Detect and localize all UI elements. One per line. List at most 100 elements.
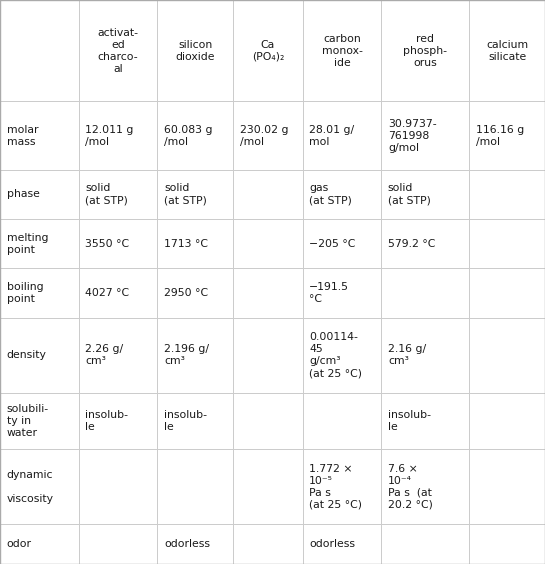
Text: 60.083 g
/mol: 60.083 g /mol	[164, 125, 213, 147]
Text: 1713 °C: 1713 °C	[164, 239, 208, 249]
Text: gas
(at STP): gas (at STP)	[309, 183, 352, 205]
Bar	[158, 393, 233, 449]
Text: 2.16 g/
cm³: 2.16 g/ cm³	[388, 344, 426, 366]
Text: dynamic

viscosity: dynamic viscosity	[7, 470, 53, 504]
Bar	[302, 393, 382, 449]
Bar	[78, 318, 158, 393]
Text: odor: odor	[7, 539, 32, 549]
Bar	[78, 102, 158, 170]
Text: 579.2 °C: 579.2 °C	[388, 239, 435, 249]
Bar	[158, 449, 233, 525]
Bar	[158, 170, 233, 219]
Bar	[233, 449, 302, 525]
Text: phase: phase	[7, 190, 39, 200]
Text: 0.00114-
45
g/cm³
(at 25 °C): 0.00114- 45 g/cm³ (at 25 °C)	[309, 332, 362, 378]
Bar	[302, 449, 382, 525]
Bar	[0, 268, 78, 318]
Bar	[382, 449, 469, 525]
Bar	[233, 102, 302, 170]
Text: 28.01 g/
mol: 28.01 g/ mol	[309, 125, 354, 147]
Bar	[382, 219, 469, 268]
Bar	[0, 393, 78, 449]
Bar	[469, 102, 545, 170]
Text: 4027 °C: 4027 °C	[85, 288, 129, 298]
Bar	[78, 525, 158, 564]
Bar	[469, 393, 545, 449]
Text: red
phosph-
orus: red phosph- orus	[403, 34, 447, 68]
Text: 2.26 g/
cm³: 2.26 g/ cm³	[85, 344, 123, 366]
Bar	[233, 525, 302, 564]
Bar	[382, 393, 469, 449]
Bar	[0, 0, 78, 102]
Text: insolub-
le: insolub- le	[85, 410, 128, 432]
Bar	[382, 0, 469, 102]
Bar	[382, 170, 469, 219]
Text: solid
(at STP): solid (at STP)	[388, 183, 431, 205]
Bar	[0, 170, 78, 219]
Text: melting
point: melting point	[7, 233, 48, 255]
Text: 2.196 g/
cm³: 2.196 g/ cm³	[164, 344, 209, 366]
Text: molar
mass: molar mass	[7, 125, 38, 147]
Bar	[469, 525, 545, 564]
Bar	[0, 102, 78, 170]
Bar	[158, 0, 233, 102]
Text: solid
(at STP): solid (at STP)	[164, 183, 207, 205]
Bar	[382, 268, 469, 318]
Bar	[302, 0, 382, 102]
Bar	[382, 318, 469, 393]
Bar	[233, 219, 302, 268]
Bar	[0, 318, 78, 393]
Bar	[233, 268, 302, 318]
Bar	[469, 170, 545, 219]
Text: odorless: odorless	[164, 539, 210, 549]
Text: boiling
point: boiling point	[7, 282, 43, 304]
Text: insolub-
le: insolub- le	[164, 410, 207, 432]
Text: 116.16 g
/mol: 116.16 g /mol	[476, 125, 524, 147]
Text: −191.5
°C: −191.5 °C	[309, 282, 349, 304]
Text: 230.02 g
/mol: 230.02 g /mol	[240, 125, 288, 147]
Text: activat-
ed
charco-
al: activat- ed charco- al	[98, 28, 138, 74]
Bar	[302, 525, 382, 564]
Bar	[382, 525, 469, 564]
Text: 7.6 ×
10⁻⁴
Pa s  (at
20.2 °C): 7.6 × 10⁻⁴ Pa s (at 20.2 °C)	[388, 464, 433, 510]
Text: insolub-
le: insolub- le	[388, 410, 431, 432]
Text: odorless: odorless	[309, 539, 355, 549]
Text: solubili-
ty in
water: solubili- ty in water	[7, 404, 49, 438]
Bar	[0, 449, 78, 525]
Bar	[233, 170, 302, 219]
Bar	[302, 268, 382, 318]
Bar	[158, 318, 233, 393]
Text: silicon
dioxide: silicon dioxide	[175, 39, 215, 61]
Bar	[469, 0, 545, 102]
Text: 30.9737-
761998
g/mol: 30.9737- 761998 g/mol	[388, 118, 437, 152]
Text: Ca
(PO₄)₂: Ca (PO₄)₂	[252, 39, 284, 61]
Bar	[302, 318, 382, 393]
Bar	[0, 525, 78, 564]
Bar	[233, 0, 302, 102]
Bar	[382, 102, 469, 170]
Bar	[158, 219, 233, 268]
Bar	[233, 393, 302, 449]
Bar	[469, 449, 545, 525]
Bar	[78, 0, 158, 102]
Bar	[158, 102, 233, 170]
Bar	[78, 449, 158, 525]
Bar	[302, 102, 382, 170]
Bar	[158, 525, 233, 564]
Bar	[469, 318, 545, 393]
Bar	[78, 268, 158, 318]
Bar	[0, 219, 78, 268]
Text: 12.011 g
/mol: 12.011 g /mol	[85, 125, 134, 147]
Bar	[78, 219, 158, 268]
Text: 1.772 ×
10⁻⁵
Pa s
(at 25 °C): 1.772 × 10⁻⁵ Pa s (at 25 °C)	[309, 464, 362, 510]
Text: −205 °C: −205 °C	[309, 239, 355, 249]
Text: 3550 °C: 3550 °C	[85, 239, 129, 249]
Bar	[78, 393, 158, 449]
Bar	[302, 170, 382, 219]
Bar	[78, 170, 158, 219]
Text: density: density	[7, 350, 46, 360]
Text: calcium
silicate: calcium silicate	[486, 39, 528, 61]
Text: carbon
monox-
ide: carbon monox- ide	[322, 34, 362, 68]
Text: 2950 °C: 2950 °C	[164, 288, 208, 298]
Bar	[469, 268, 545, 318]
